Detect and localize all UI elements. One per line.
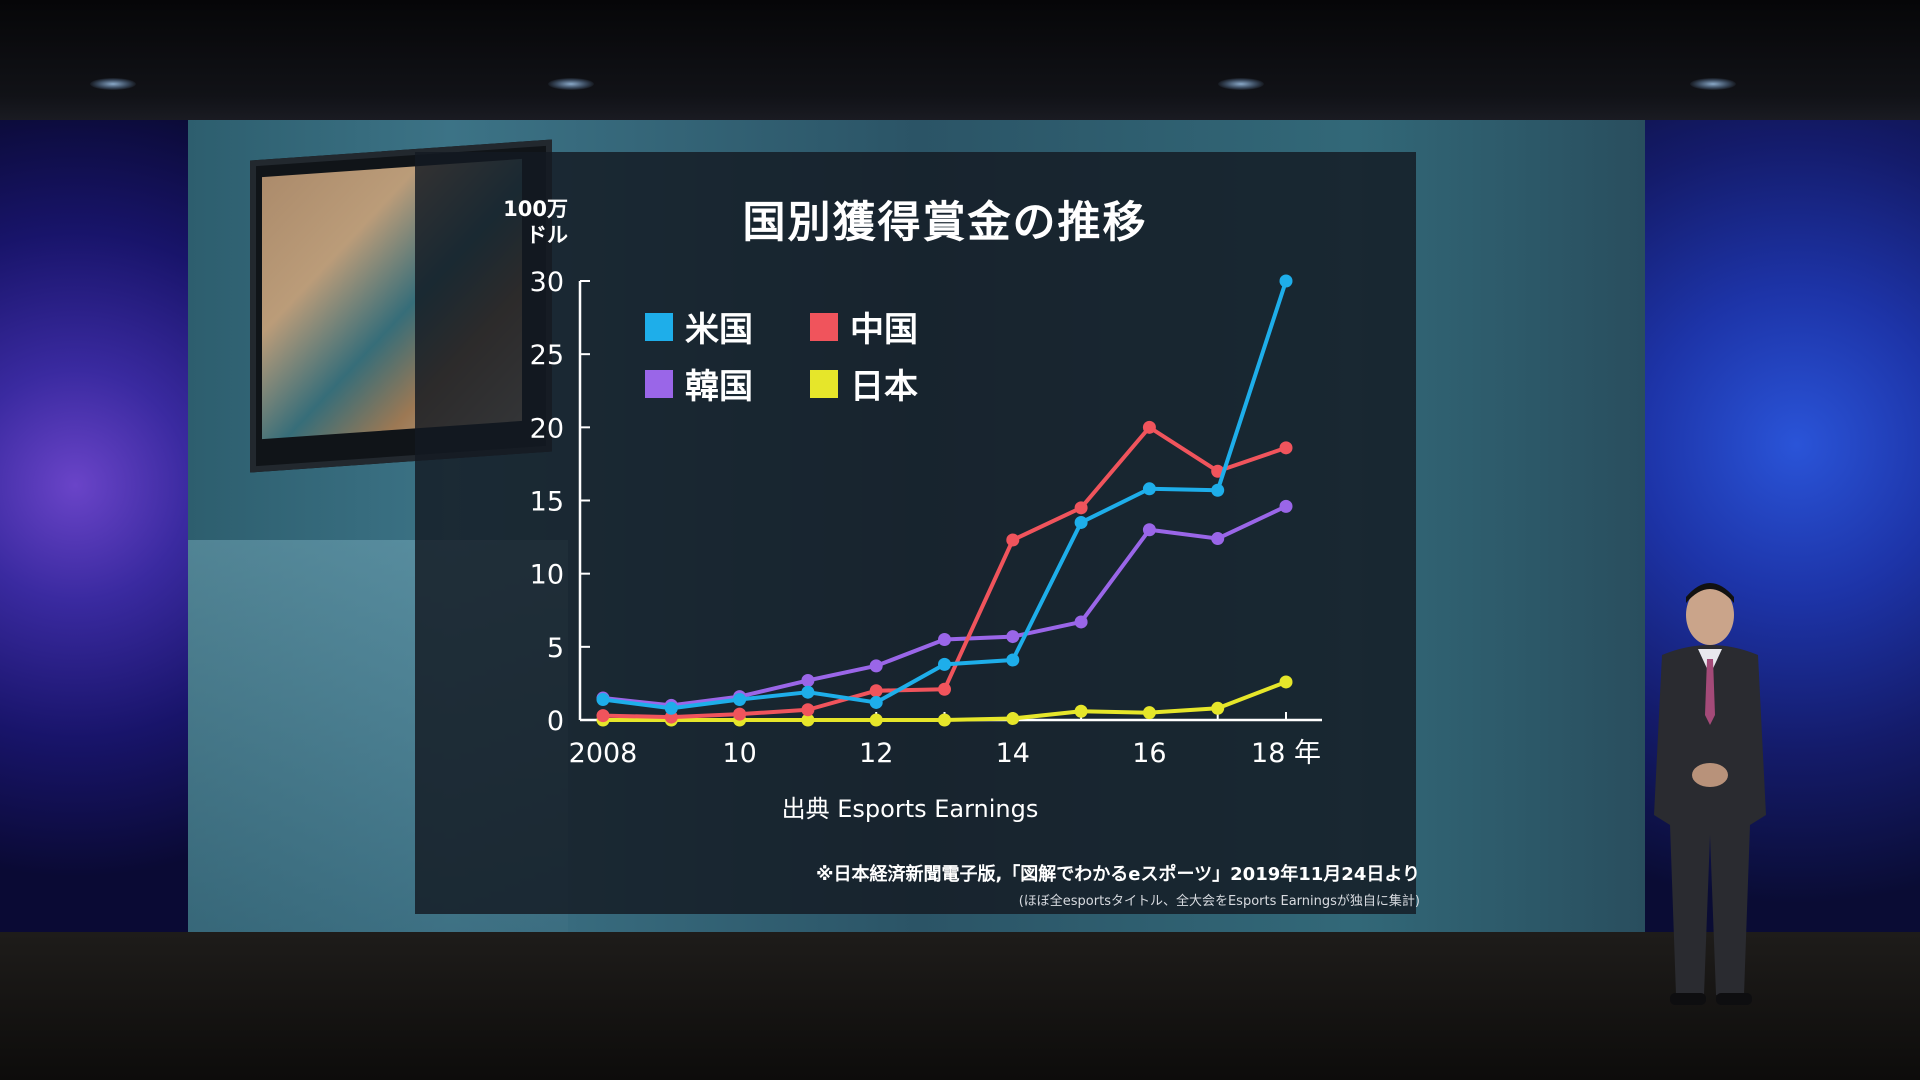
citation-subnote: (ほぼ全esportsタイトル、全大会をEsports Earningsが独自に… [1018,894,1420,909]
x-tick-label: 2008 [569,738,638,769]
data-point [938,657,951,671]
y-axis-unit-label: 100万 ドル [488,196,568,248]
series-line-韓国 [602,504,1287,708]
data-point [801,703,815,717]
data-point [1279,441,1293,455]
chart-title: 国別獲得賞金の推移 [742,198,1148,248]
chart-legend: 米国 中国 韓国 日本 [645,302,945,412]
data-point [1211,483,1225,497]
ceiling [0,0,1920,120]
ceiling-light [90,78,136,90]
projection-screen [188,120,1645,932]
data-point [1279,675,1293,689]
data-point [1074,501,1088,515]
legend-label-japan: 日本 [850,367,918,407]
y-tick-label: 0 [547,706,564,737]
data-point [1142,706,1156,720]
data-point [869,713,883,727]
presenter-shoe-left [1670,993,1706,1005]
y-tick-label: 10 [530,560,564,591]
presenter-suit [1654,645,1766,995]
x-tick-label: 18 年 [1251,738,1321,769]
legend-item-korea: 韓国 [645,359,753,408]
data-point [801,685,815,699]
chart-source: 出典 Esports Earnings [781,795,1039,823]
y-axis-unit-line1: 100万 [503,197,568,221]
data-point [1142,523,1156,537]
legend-item-japan: 日本 [810,359,918,408]
data-point [1074,615,1088,629]
x-tick-label: 12 [859,738,893,769]
data-point [938,633,951,647]
data-point [801,713,815,727]
data-point [596,709,610,723]
y-tick-label: 20 [530,413,564,444]
legend-swatch-korea [645,369,673,398]
data-point [1279,499,1293,513]
slide-panel [415,152,1416,914]
data-point [1279,274,1293,288]
stage-floor [0,932,1920,1080]
presenter-hair [1686,583,1734,603]
data-point [1211,701,1225,715]
ceiling-light [1218,78,1264,90]
legend-swatch-china [810,312,838,341]
data-point [869,659,883,673]
presenter-head [1686,585,1734,645]
ceiling-light [548,78,594,90]
legend-label-china: 中国 [850,310,918,350]
legend-item-usa: 米国 [645,302,753,351]
data-point [664,701,678,715]
data-point [1074,704,1088,718]
legend-item-china: 中国 [810,302,918,351]
data-point [1006,712,1020,726]
presenter-tie [1705,659,1715,725]
x-tick-label: 16 [1132,738,1166,769]
data-point [1006,533,1020,547]
data-point [1074,515,1088,529]
data-point [938,713,951,727]
y-tick-label: 15 [530,487,564,518]
series-line-中国 [602,425,1287,720]
data-point [801,673,815,687]
legend-label-korea: 韓国 [685,367,753,407]
data-point [938,682,951,696]
presenter-shoe-right [1716,993,1752,1005]
data-point [1006,630,1020,644]
legend-swatch-usa [645,312,673,341]
citation-note: ※日本経済新聞電子版,「図解でわかるeスポーツ」2019年11月24日より [815,864,1420,885]
y-tick-label: 25 [530,340,564,371]
presenter-figure [1654,583,1766,1005]
data-point [733,707,747,721]
data-point [869,684,883,698]
x-tick-label: 14 [996,738,1030,769]
data-point [733,693,747,707]
legend-swatch-japan [810,369,838,398]
data-point [1142,482,1156,496]
data-point [1006,653,1020,667]
presenter-hands [1692,763,1728,787]
data-point [596,693,610,707]
ceiling-light [1690,78,1736,90]
y-tick-label: 5 [547,633,564,664]
y-tick-label: 30 [530,267,564,298]
data-point [1211,532,1225,546]
x-tick-label: 10 [722,738,756,769]
data-point [1142,420,1156,434]
galaxy-backdrop-left [0,120,188,932]
data-point [869,695,883,709]
y-axis-unit-line2: ドル [526,223,568,247]
legend-label-usa: 米国 [685,310,753,350]
